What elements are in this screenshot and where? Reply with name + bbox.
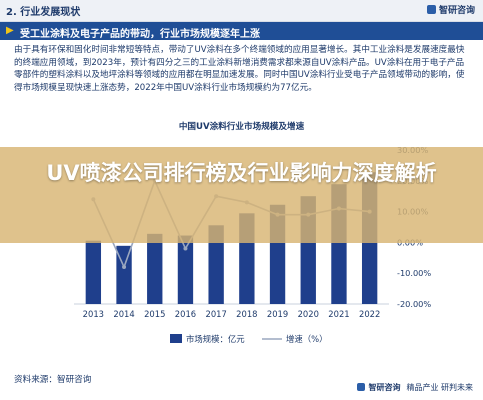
chart-title: 中国UV涂料行业市场规模及增速: [178, 122, 305, 132]
legend-bar-swatch: [170, 334, 182, 343]
subhead-text: 受工业涂料及电子产品的带动，行业市场规模逐年上涨: [20, 29, 260, 40]
intro-paragraph: 由于具有环保和固化时间非常短等特点，带动了UV涂料在多个终端领域的应用显著增长。…: [14, 45, 465, 93]
x-tick-label: 2021: [328, 309, 349, 319]
x-tick-label: 2019: [267, 309, 288, 319]
y-right-tick-label: -10.00%: [397, 268, 431, 278]
flag-icon: ▶: [6, 25, 14, 36]
bar-2017: [208, 225, 224, 304]
brand-logo: 智研咨询: [426, 3, 475, 16]
x-tick-label: 2013: [83, 309, 104, 319]
section-title: 2. 行业发展现状: [6, 7, 81, 18]
source-note: 资料来源：智研咨询: [14, 375, 92, 385]
bar-2015: [147, 233, 163, 304]
bar-2013: [85, 240, 102, 304]
growth-point-2016: [183, 246, 188, 251]
bar-2016: [177, 235, 194, 304]
x-tick-label: 2018: [236, 309, 257, 319]
x-tick-label: 2016: [175, 309, 196, 319]
brand-name: 智研咨询: [438, 6, 475, 16]
legend-line-label: 增速（%）: [286, 334, 327, 344]
header-bar: 2. 行业发展现状 智研咨询: [0, 0, 483, 22]
overlay-banner: [0, 147, 483, 243]
footer-brand-name: 智研咨询: [368, 383, 401, 392]
footer-brand: 智研咨询 精品产业 研判未来: [357, 382, 473, 393]
y-right-tick-label: -20.00%: [397, 299, 431, 309]
subhead-bar: ▶ 受工业涂料及电子产品的带动，行业市场规模逐年上涨: [0, 22, 483, 40]
growth-point-2014: [122, 265, 127, 270]
footer-slogan: 精品产业 研判未来: [406, 383, 473, 392]
x-tick-label: 2022: [359, 309, 380, 319]
x-tick-label: 2017: [205, 309, 226, 319]
x-tick-label: 2020: [298, 309, 319, 319]
footer-logo-icon: [357, 383, 366, 391]
x-tick-label: 2015: [144, 309, 165, 319]
banner-title: UV喷漆公司排行榜及行业影响力深度解析: [46, 161, 437, 185]
legend-bar-label: 市场规模：亿元: [186, 334, 245, 344]
x-tick-label: 2014: [113, 309, 134, 319]
logo-icon: [426, 5, 436, 14]
